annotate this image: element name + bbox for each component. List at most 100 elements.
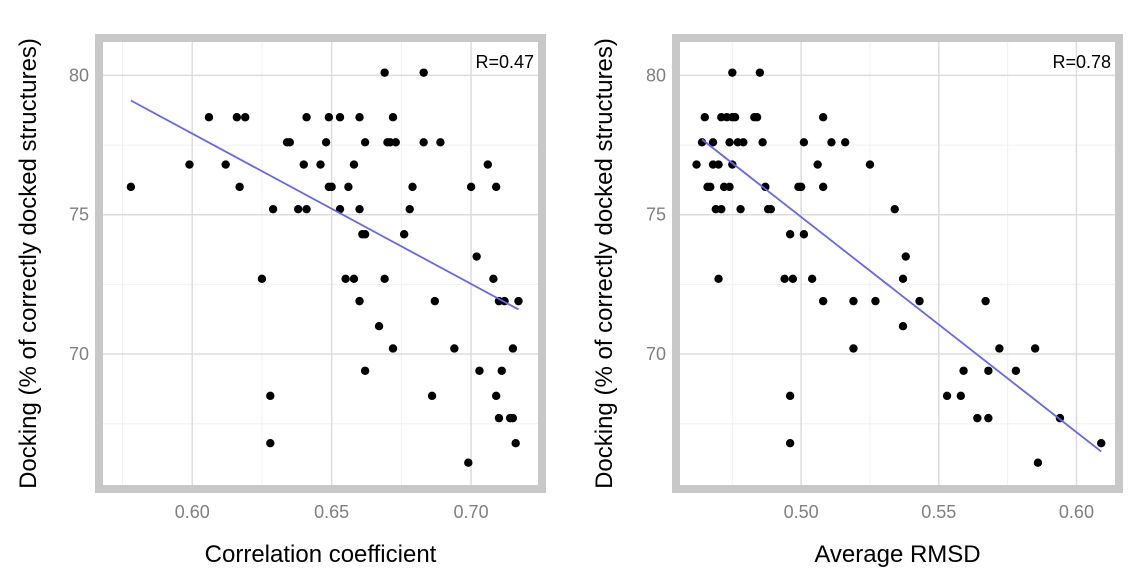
chart-1-point-2 xyxy=(204,113,214,122)
chart-1-point-27 xyxy=(349,274,359,284)
chart-1-y-axis-title: Docking (% of correctly docked structure… xyxy=(15,38,42,489)
chart-2-point-51 xyxy=(898,274,908,284)
chart-2-point-8 xyxy=(714,274,723,284)
chart-2-point-14 xyxy=(725,138,734,147)
chart-2-point-53 xyxy=(901,252,910,261)
chart-2-point-15 xyxy=(725,182,734,192)
scatter-panel-correlation: R=0.47 0.60 0.65 0.70 70 75 80 Correlation coef… xyxy=(15,34,546,568)
chart-2-point-9 xyxy=(714,160,723,169)
chart-1-point-36 xyxy=(380,68,389,77)
chart-1-y-tick-label-0: 70 xyxy=(69,344,89,364)
chart-2-point-16 xyxy=(728,68,737,77)
chart-1-point-8 xyxy=(266,391,275,401)
chart-2-point-42 xyxy=(818,182,828,192)
chart-1-x-tick-label-2: 0.70 xyxy=(454,502,489,522)
chart-2-point-57 xyxy=(959,366,968,375)
chart-1-point-42 xyxy=(391,138,400,147)
chart-2-y-axis-title: Docking (% of correctly docked structure… xyxy=(591,38,618,489)
chart-1-point-16 xyxy=(302,204,311,214)
chart-2-fit-line xyxy=(701,138,1102,453)
chart-2-point-39 xyxy=(807,274,817,284)
chart-2-point-25 xyxy=(755,68,765,77)
chart-1-x-tick-label-0: 0.60 xyxy=(175,502,210,522)
chart-2-point-46 xyxy=(849,296,858,306)
chart-1-point-18 xyxy=(321,138,331,147)
chart-1-point-1 xyxy=(185,160,194,169)
chart-1-point-58 xyxy=(491,182,501,192)
chart-2-panel-frame xyxy=(672,34,1123,493)
chart-2-point-29 xyxy=(766,204,776,214)
chart-1-point-57 xyxy=(489,274,498,284)
chart-1-point-28 xyxy=(355,113,364,122)
chart-1-point-0 xyxy=(126,182,136,192)
chart-1-point-17 xyxy=(316,160,325,169)
chart-2-point-40 xyxy=(813,160,822,169)
chart-2-x-tick-label-2: 0.60 xyxy=(1059,502,1094,522)
chart-2-point-0 xyxy=(692,160,701,169)
chart-1-point-10 xyxy=(268,204,278,214)
chart-2-point-4 xyxy=(706,182,715,192)
chart-1-point-21 xyxy=(327,182,336,192)
chart-1-point-56 xyxy=(483,160,493,169)
chart-1-y-tick-label-1: 75 xyxy=(69,205,89,225)
chart-1-point-67 xyxy=(511,439,520,448)
chart-1-point-54 xyxy=(472,252,481,261)
chart-2-point-59 xyxy=(981,296,990,306)
chart-2-point-27 xyxy=(761,182,770,192)
chart-1-point-45 xyxy=(408,182,417,192)
chart-1-point-46 xyxy=(419,68,428,77)
chart-1-point-15 xyxy=(302,113,311,122)
chart-1-point-4 xyxy=(232,113,242,122)
chart-1-point-24 xyxy=(341,274,350,284)
chart-2-point-41 xyxy=(818,113,828,122)
chart-2-point-65 xyxy=(1033,458,1043,467)
chart-1-point-35 xyxy=(374,321,384,331)
chart-2-y-tick-label-1: 75 xyxy=(646,205,666,225)
chart-2-point-22 xyxy=(739,138,748,147)
chart-1-panel-frame xyxy=(95,34,546,493)
chart-2-point-50 xyxy=(890,204,899,214)
chart-2-point-24 xyxy=(752,113,762,122)
chart-1-point-43 xyxy=(399,230,409,239)
chart-1-y-tick-label-2: 80 xyxy=(69,65,89,85)
chart-2-point-30 xyxy=(780,274,789,284)
chart-2-point-34 xyxy=(788,274,798,284)
chart-1-correlation-annotation: R=0.47 xyxy=(475,52,534,72)
chart-1-point-5 xyxy=(235,182,244,192)
chart-1-x-axis-title: Correlation coefficient xyxy=(205,541,437,568)
chart-1-point-26 xyxy=(349,160,359,169)
chart-2-point-5 xyxy=(708,138,718,147)
chart-2-point-31 xyxy=(785,230,795,239)
chart-1-point-44 xyxy=(405,204,414,214)
chart-2-point-54 xyxy=(915,296,924,306)
chart-1-point-65 xyxy=(508,344,518,353)
chart-1-point-33 xyxy=(360,138,370,147)
chart-2-point-44 xyxy=(827,138,836,147)
chart-2-plot-background xyxy=(680,42,1115,485)
chart-1-point-41 xyxy=(388,344,398,353)
chart-1-point-50 xyxy=(436,138,445,147)
chart-2-point-58 xyxy=(973,413,982,423)
chart-1-point-49 xyxy=(430,296,440,306)
chart-1-point-29 xyxy=(355,204,364,214)
scatter-panel-rmsd: R=0.78 0.50 0.55 0.60 70 75 80 Average RMSD Dock… xyxy=(591,34,1123,568)
chart-1-point-59 xyxy=(491,391,501,401)
chart-2-point-63 xyxy=(1011,366,1021,375)
chart-2-point-61 xyxy=(984,413,993,423)
chart-1-x-tick-label-1: 0.65 xyxy=(314,502,349,522)
chart-2-point-32 xyxy=(785,391,795,401)
chart-2-point-49 xyxy=(871,296,880,306)
chart-2-x-axis-title: Average RMSD xyxy=(814,541,980,568)
chart-1-point-40 xyxy=(388,113,398,122)
chart-2-point-26 xyxy=(758,138,767,147)
chart-2-point-33 xyxy=(785,439,795,448)
chart-2-point-45 xyxy=(840,138,850,147)
chart-1-point-62 xyxy=(497,366,506,375)
chart-2-correlation-annotation: R=0.78 xyxy=(1052,52,1111,72)
chart-2-point-19 xyxy=(730,113,740,122)
chart-2-point-52 xyxy=(898,321,908,331)
chart-1-fit-line xyxy=(130,99,519,311)
chart-2-point-2 xyxy=(700,113,709,122)
chart-1-point-68 xyxy=(514,296,523,306)
